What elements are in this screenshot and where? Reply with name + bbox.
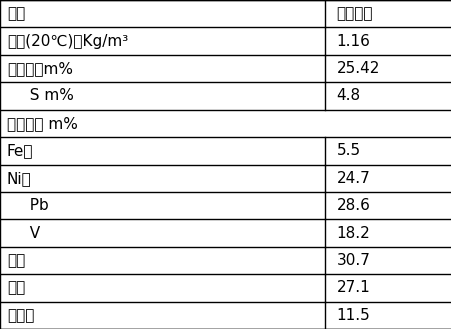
Text: 芳烃: 芳烃	[7, 253, 25, 268]
Text: 分析结果: 分析结果	[336, 6, 373, 21]
Text: 27.1: 27.1	[336, 280, 370, 295]
Text: 28.6: 28.6	[336, 198, 370, 213]
Text: 5.5: 5.5	[336, 143, 360, 158]
Text: 项目: 项目	[7, 6, 25, 21]
Text: 18.2: 18.2	[336, 226, 370, 240]
Text: 胶质: 胶质	[7, 280, 25, 295]
Text: S m%: S m%	[20, 89, 74, 103]
Text: Pb: Pb	[20, 198, 49, 213]
Text: 沥青质: 沥青质	[7, 308, 34, 323]
Text: Ni，: Ni，	[7, 171, 32, 186]
Text: 1.16: 1.16	[336, 34, 370, 49]
Text: 30.7: 30.7	[336, 253, 370, 268]
Text: Fe，: Fe，	[7, 143, 33, 158]
Text: 金属含量 m%: 金属含量 m%	[7, 116, 78, 131]
Text: 4.8: 4.8	[336, 89, 360, 103]
Text: 密度(20℃)，Kg/m³: 密度(20℃)，Kg/m³	[7, 34, 128, 49]
Text: 25.42: 25.42	[336, 61, 379, 76]
Text: V: V	[20, 226, 41, 240]
Text: 残炭值，m%: 残炭值，m%	[7, 61, 73, 76]
Text: 11.5: 11.5	[336, 308, 370, 323]
Text: 24.7: 24.7	[336, 171, 370, 186]
